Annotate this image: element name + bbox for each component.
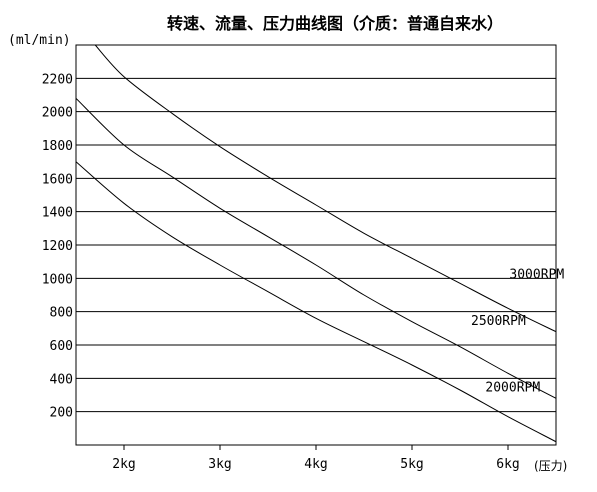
grid-lines: [76, 77, 556, 413]
x-axis-unit-label: (压力): [534, 459, 567, 473]
axis-ticks: 200 400 600 800 1000 1200 1400 1600 1800 2000 2200…: [42, 72, 520, 472]
chart-title: 转速、流量、压力曲线图（介质：普通自来水）: [167, 14, 503, 33]
x-tick-label-6kg: 6kg: [496, 457, 519, 472]
x-tick-label-2kg: 2kg: [112, 457, 135, 472]
x-tick-label-5kg: 5kg: [400, 457, 423, 472]
y-tick-label-1800: 1800: [42, 139, 73, 154]
series-lines: [76, 45, 556, 443]
y-axis-unit-label: (ml/min): [8, 33, 71, 48]
y-tick-label-1600: 1600: [42, 172, 73, 187]
series-label-2000RPM: 2000RPM: [485, 381, 540, 396]
y-tick-label-2200: 2200: [42, 72, 73, 87]
y-tick-label-800: 800: [50, 306, 73, 321]
y-tick-label-1000: 1000: [42, 272, 73, 287]
series-label-3000RPM: 3000RPM: [509, 267, 564, 282]
series-line-3000RPM: [94, 45, 556, 333]
series-line-2000RPM: [76, 161, 556, 443]
series-label-2500RPM: 2500RPM: [471, 314, 526, 329]
series-line-2500RPM: [76, 97, 556, 399]
y-tick-label-1400: 1400: [42, 206, 73, 221]
x-tick-label-4kg: 4kg: [304, 457, 327, 472]
y-tick-label-400: 400: [50, 372, 73, 387]
series-labels: 3000RPM 2500RPM 2000RPM: [471, 267, 564, 395]
y-tick-label-2000: 2000: [42, 106, 73, 121]
y-tick-label-200: 200: [50, 406, 73, 421]
y-tick-label-600: 600: [50, 339, 73, 354]
plot-frame: [75, 44, 557, 446]
y-tick-label-1200: 1200: [42, 239, 73, 254]
x-tick-label-3kg: 3kg: [208, 457, 231, 472]
